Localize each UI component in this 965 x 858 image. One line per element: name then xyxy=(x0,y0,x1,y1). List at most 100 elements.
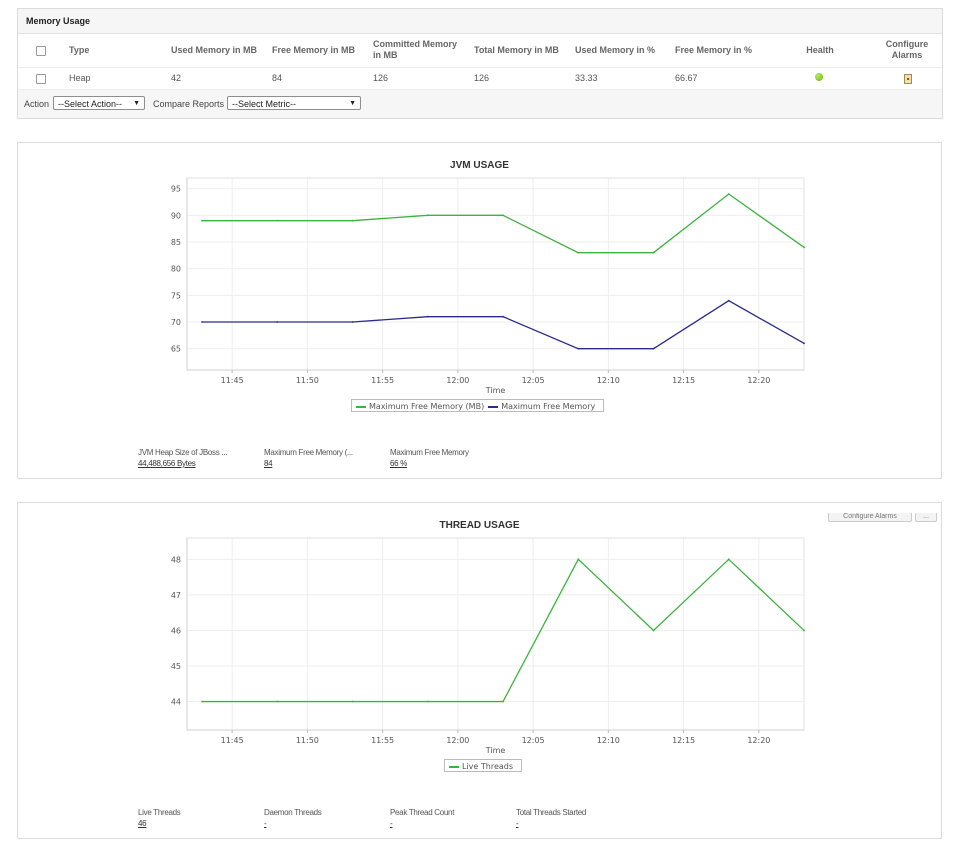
stat-label: Maximum Free Memory xyxy=(390,448,469,457)
x-tick-label: 12:15 xyxy=(672,376,695,385)
x-tick-label: 12:20 xyxy=(747,376,770,385)
data-point xyxy=(426,700,429,703)
col-total-mb[interactable]: Total Memory in MB xyxy=(474,45,559,55)
legend-label: Live Threads xyxy=(462,762,514,771)
stat-label: Daemon Threads xyxy=(264,808,322,817)
stat-value-link[interactable]: 46 xyxy=(138,819,147,828)
action-bar: Action --Select Action-- ▼ Compare Report… xyxy=(18,93,942,119)
stat-label: Peak Thread Count xyxy=(390,808,455,817)
legend-label: Maximum Free Memory (MB) xyxy=(369,402,485,411)
col-committed-mb[interactable]: Committed Memory in MB xyxy=(373,39,458,60)
stat-value-link[interactable]: 66 % xyxy=(390,459,408,468)
stat-value-link[interactable]: - xyxy=(390,819,393,828)
thread-usage-chart: 44 45 46 47 48 11:45 11:50 11:55 12:00 12:05 12:10… xyxy=(171,537,805,755)
y-tick-label: 65 xyxy=(171,345,181,354)
data-point xyxy=(201,219,203,222)
action-label: Action xyxy=(24,99,50,109)
stat-max-free-memory-mb: Maximum Free Memory (... 84 xyxy=(264,448,353,468)
legend-item[interactable]: Maximum Free Memory (MB) xyxy=(356,400,484,413)
stat-value-link[interactable]: - xyxy=(516,819,519,828)
configure-alarms-button[interactable]: Configure Alarms xyxy=(828,513,912,522)
y-tick-label: 75 xyxy=(171,291,181,300)
y-tick-label: 90 xyxy=(171,211,181,220)
x-tick-label: 12:05 xyxy=(522,376,545,385)
y-tick-label: 80 xyxy=(171,265,181,274)
data-point xyxy=(803,342,805,345)
stat-jvm-heap-size: JVM Heap Size of JBoss ... 44,488,656 Byt… xyxy=(138,448,227,468)
stat-value-link[interactable]: - xyxy=(264,819,267,828)
stat-label: Live Threads xyxy=(138,808,181,817)
compare-reports-label: Compare Reports xyxy=(153,99,225,109)
legend-item[interactable]: Maximum Free Memory xyxy=(488,400,595,413)
data-point xyxy=(652,347,655,350)
col-free-pct[interactable]: Free Memory in % xyxy=(675,45,753,55)
legend-item[interactable]: Live Threads xyxy=(449,760,513,773)
x-tick-label: 12:10 xyxy=(597,376,620,385)
cell-type: Heap xyxy=(69,73,91,83)
y-tick-label: 44 xyxy=(171,698,181,707)
stat-label: Maximum Free Memory (... xyxy=(264,448,353,457)
stat-value-link[interactable]: 44,488,656 Bytes xyxy=(138,459,196,468)
data-point xyxy=(351,321,354,323)
memory-usage-panel: Memory Usage Type Used Memory in MB Free… xyxy=(17,8,943,119)
y-tick-label: 85 xyxy=(171,238,181,247)
configure-alarm-icon[interactable] xyxy=(904,74,912,84)
cell-used-mb: 42 xyxy=(171,73,182,83)
table-header: Type Used Memory in MB Free Memory in MB… xyxy=(18,34,942,68)
stat-live-threads: Live Threads 46 xyxy=(138,808,181,828)
col-free-mb[interactable]: Free Memory in MB xyxy=(272,45,356,55)
thread-chart-legend: Live Threads xyxy=(444,759,523,773)
legend-label: Maximum Free Memory xyxy=(501,402,596,411)
stat-label: JVM Heap Size of JBoss ... xyxy=(138,448,228,457)
jvm-chart-legend: Maximum Free Memory (MB) Maximum Free Mem… xyxy=(351,399,605,413)
thread-usage-panel: Configure Alarms ... THREAD USAGE 44 45 46… xyxy=(17,502,942,839)
data-point xyxy=(276,700,279,703)
data-point xyxy=(276,321,279,323)
col-used-pct[interactable]: Used Memory in % xyxy=(575,45,656,55)
y-tick-label: 47 xyxy=(171,591,181,600)
col-type[interactable]: Type xyxy=(69,45,90,55)
x-tick-label: 11:55 xyxy=(371,376,394,385)
legend-swatch xyxy=(356,405,366,408)
x-tick-label: 11:50 xyxy=(296,376,319,385)
data-point xyxy=(803,629,805,632)
memory-table: Type Used Memory in MB Free Memory in MB… xyxy=(18,33,942,90)
stat-total-threads-started: Total Threads Started - xyxy=(516,808,586,828)
data-point xyxy=(426,214,429,217)
x-axis-label: Time xyxy=(485,386,506,395)
thread-chart-title: THREAD USAGE xyxy=(439,520,520,531)
cell-committed-mb: 126 xyxy=(373,73,389,83)
jvm-usage-panel: JVM USAGE 65 70 75 80 85 90 95 11:45 11:50 11:55 1… xyxy=(17,142,942,479)
cell-total-mb: 126 xyxy=(474,73,490,83)
chevron-down-icon: ▼ xyxy=(133,100,140,107)
data-point xyxy=(577,251,580,254)
y-tick-label: 46 xyxy=(171,626,181,635)
data-point xyxy=(502,315,504,318)
action-select[interactable]: --Select Action-- ▼ xyxy=(53,96,145,110)
compare-metric-select[interactable]: --Select Metric-- ▼ xyxy=(227,96,361,110)
x-tick-label: 12:10 xyxy=(597,736,620,745)
data-point xyxy=(727,558,730,561)
data-point xyxy=(577,347,580,350)
select-all-checkbox[interactable] xyxy=(36,46,46,56)
stat-max-free-memory-pct: Maximum Free Memory 66 % xyxy=(390,448,469,468)
cell-used-pct: 33.33 xyxy=(575,73,598,83)
legend-swatch xyxy=(449,765,459,768)
row-checkbox[interactable] xyxy=(36,74,46,84)
data-point xyxy=(201,700,203,703)
data-point xyxy=(803,246,805,249)
x-tick-label: 12:20 xyxy=(747,736,770,745)
cell-free-pct: 66.67 xyxy=(675,73,698,83)
x-tick-label: 11:45 xyxy=(221,736,244,745)
x-tick-label: 11:50 xyxy=(296,736,319,745)
more-options-button[interactable]: ... xyxy=(915,513,937,522)
data-point xyxy=(276,219,279,222)
y-tick-label: 95 xyxy=(171,185,181,194)
stat-value-link[interactable]: 84 xyxy=(264,459,273,468)
col-used-mb[interactable]: Used Memory in MB xyxy=(171,45,258,55)
plot-area xyxy=(186,177,805,371)
health-ok-icon xyxy=(815,73,823,81)
data-point xyxy=(727,193,730,195)
data-point xyxy=(727,299,730,302)
action-select-value: --Select Action-- xyxy=(58,99,123,109)
